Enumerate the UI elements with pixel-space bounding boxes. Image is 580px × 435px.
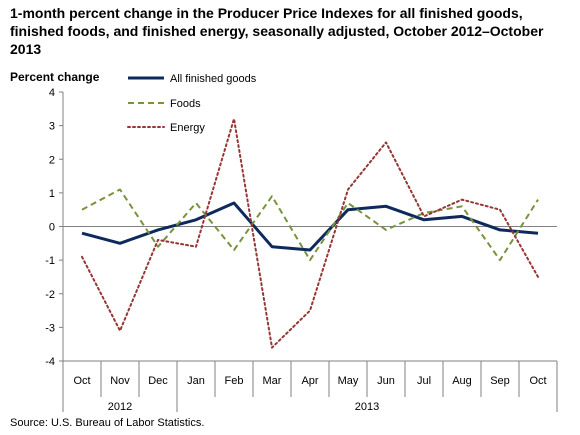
x-tick-label: Jun <box>377 375 395 387</box>
source-note: Source: U.S. Bureau of Labor Statistics. <box>10 417 205 429</box>
x-tick-label: Sep <box>490 375 510 387</box>
y-tick-label: 1 <box>49 188 55 200</box>
legend-label: Energy <box>170 122 205 134</box>
year-label: 2013 <box>355 401 379 413</box>
y-tick-label: -1 <box>45 255 55 267</box>
year-label: 2012 <box>108 401 132 413</box>
series-line-foods <box>81 188 539 262</box>
y-axis-label: Percent change <box>10 70 100 84</box>
series-line-energy <box>81 117 539 349</box>
y-tick-label: -3 <box>45 322 55 334</box>
y-tick-label: 3 <box>49 121 55 133</box>
x-tick-label: Oct <box>529 375 546 387</box>
y-tick-label: -2 <box>45 289 55 301</box>
x-tick-label: Nov <box>110 375 130 387</box>
x-tick-label: Oct <box>73 375 90 387</box>
x-tick-label: May <box>338 375 359 387</box>
legend-label: Foods <box>170 98 201 110</box>
chart-title: 1-month percent change in the Producer P… <box>10 5 544 57</box>
y-tick-label: 4 <box>49 87 55 99</box>
y-tick-label: -4 <box>45 356 55 368</box>
series-line-all-finished-goods <box>81 201 539 252</box>
x-tick-label: Jul <box>417 375 431 387</box>
y-tick-label: 2 <box>49 154 55 166</box>
x-tick-label: Dec <box>148 375 168 387</box>
x-tick-label: Jan <box>187 375 205 387</box>
legend-label: All finished goods <box>170 73 257 85</box>
x-tick-label: Mar <box>263 375 282 387</box>
x-tick-label: Aug <box>452 375 472 387</box>
y-tick-label: 0 <box>49 222 55 234</box>
x-tick-label: Feb <box>225 375 244 387</box>
x-tick-label: Apr <box>301 375 318 387</box>
